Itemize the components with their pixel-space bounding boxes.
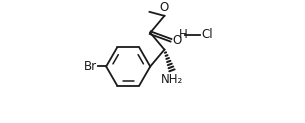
Text: NH₂: NH₂	[161, 73, 183, 86]
Text: O: O	[172, 34, 181, 47]
Text: H: H	[179, 28, 187, 41]
Text: Cl: Cl	[201, 28, 213, 41]
Text: Br: Br	[84, 60, 97, 73]
Text: O: O	[160, 1, 169, 14]
